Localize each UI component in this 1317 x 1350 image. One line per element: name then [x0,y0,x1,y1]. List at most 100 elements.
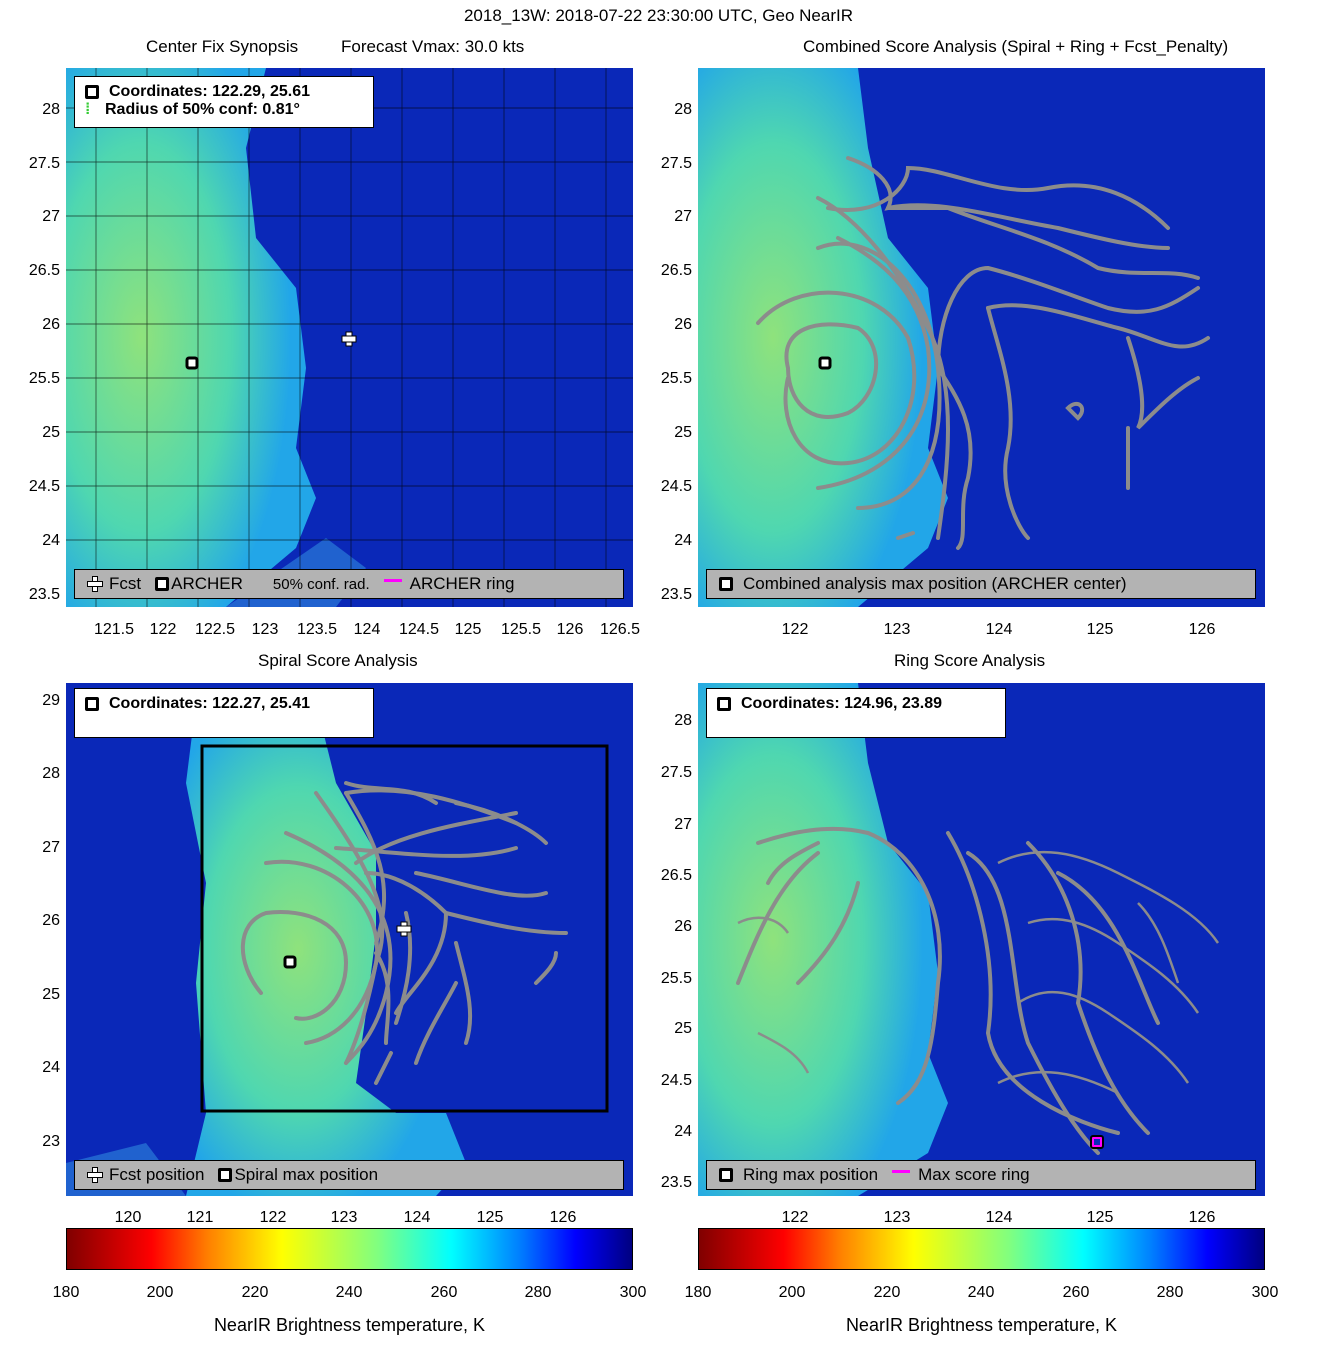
xtick: 122 [781,1209,809,1226]
xtick: 120 [114,1209,142,1226]
panel3-title: Spiral Score Analysis [258,651,418,670]
colorbar-left [66,1228,633,1270]
xtick: 123 [251,621,279,638]
xtick: 126 [549,1209,577,1226]
panel3-infobox: Coordinates: 122.27, 25.41 [74,688,374,738]
fcst-plus-icon [87,576,103,592]
combined-contours [756,156,1210,550]
legend-spiral: Spiral max position [234,1165,379,1184]
panel-ring-score: Coordinates: 124.96, 23.89 Ring max posi… [698,683,1265,1196]
ring-max-legend-icon [719,1168,733,1182]
xtick: 122 [781,621,809,638]
panel4-infobox: Coordinates: 124.96, 23.89 [706,688,1006,738]
panel1-infobox: Coordinates: 122.29, 25.61 ⁞ Radius of 50… [74,76,374,128]
xtick: 123.5 [296,621,338,638]
ytick: 27 [674,816,692,833]
panel1-legend: Fcst ARCHER 50% conf. rad. ARCHER ring [74,569,624,599]
ytick: 27.5 [28,155,60,172]
ytick: 27.5 [660,764,692,781]
legend-combined: Combined analysis max position (ARCHER c… [743,574,1127,593]
xtick: 121 [186,1209,214,1226]
panel4-image [698,683,1220,1196]
ytick: 27 [674,208,692,225]
ytick: 26.5 [28,262,60,279]
ring-noise-contours [737,850,1220,1095]
search-box [200,744,609,1113]
xtick: 125.5 [500,621,542,638]
panel-center-fix: Coordinates: 122.29, 25.61 ⁞ Radius of 50… [66,68,633,607]
cbtick: 260 [430,1284,458,1301]
ytick: 25 [674,424,692,441]
cbtick: 220 [241,1284,269,1301]
archer-square-icon [85,85,99,99]
conf-dot-icon: ⁞ [85,101,91,118]
xtick: 123 [330,1209,358,1226]
panel1-title-right: Forecast Vmax: 30.0 kts [341,37,525,56]
figure-title: 2018_13W: 2018-07-22 23:30:00 UTC, Geo N… [463,6,854,25]
colorbar-right-label: NearIR Brightness temperature, K [845,1315,1118,1335]
ytick: 24.5 [660,478,692,495]
panel3-legend: Fcst position Spiral max position [74,1160,624,1190]
xtick: 126 [556,621,584,638]
panel2-title: Combined Score Analysis (Spiral + Ring +… [803,37,1229,56]
xtick: 125 [454,621,482,638]
xtick: 122.5 [194,621,236,638]
ring-contours [736,826,1160,1155]
cbtick: 260 [1062,1284,1090,1301]
ytick: 26.5 [660,867,692,884]
ytick: 26 [674,918,692,935]
cbtick: 200 [146,1284,174,1301]
fcst-position-plus-icon [87,1167,103,1183]
xtick: 121.5 [93,621,135,638]
ytick: 28 [42,101,60,118]
xtick: 124 [985,621,1013,638]
xtick: 124 [353,621,381,638]
panel1-image [66,68,633,607]
spiral-contours [240,781,568,1085]
legend-fcst: Fcst [109,574,142,593]
ytick: 26.5 [660,262,692,279]
cbtick: 180 [52,1284,80,1301]
legend-fcst-position: Fcst position [109,1165,205,1184]
cbtick: 300 [1251,1284,1279,1301]
ytick: 26 [42,316,60,333]
xtick: 122 [149,621,177,638]
panel1-radius: Radius of 50% conf: 0.81° [105,101,300,118]
panel4-coordinates: Coordinates: 124.96, 23.89 [741,695,942,712]
panel-spiral-score: Coordinates: 122.27, 25.41 Fcst position… [66,683,633,1196]
cbtick: 240 [335,1284,363,1301]
cbtick: 280 [1156,1284,1184,1301]
ring-line-icon [383,578,402,582]
ytick: 23.5 [660,586,692,603]
ytick: 23 [42,1133,60,1150]
ring-square-icon [717,697,731,711]
xtick: 123 [883,1209,911,1226]
xtick: 122 [259,1209,287,1226]
ytick: 24 [42,1059,60,1076]
cbtick: 240 [967,1284,995,1301]
ytick: 29 [42,692,60,709]
legend-archer: ARCHER [171,574,243,593]
ytick: 25.5 [28,370,60,387]
ytick: 25.5 [660,970,692,987]
ring-max-marker [1090,1135,1104,1149]
xtick: 125 [476,1209,504,1226]
ytick: 23.5 [28,586,60,603]
colorbar-right [698,1228,1265,1270]
spiral-square-icon [85,697,99,711]
ytick: 24 [674,532,692,549]
combined-max-marker [818,356,832,370]
archer-legend-icon [155,577,170,591]
panel1-coordinates: Coordinates: 122.29, 25.61 [109,83,310,100]
spiral-max-marker [283,955,297,969]
panel2-image [698,68,1210,607]
xtick: 126 [1188,621,1216,638]
ytick: 24.5 [28,478,60,495]
cbtick: 300 [619,1284,647,1301]
legend-ring: ARCHER ring [409,574,515,593]
fcst-marker [341,331,357,347]
ytick: 24 [42,532,60,549]
ytick: 26 [42,912,60,929]
ytick: 27 [42,208,60,225]
legend-ring-max: Ring max position [743,1165,879,1184]
